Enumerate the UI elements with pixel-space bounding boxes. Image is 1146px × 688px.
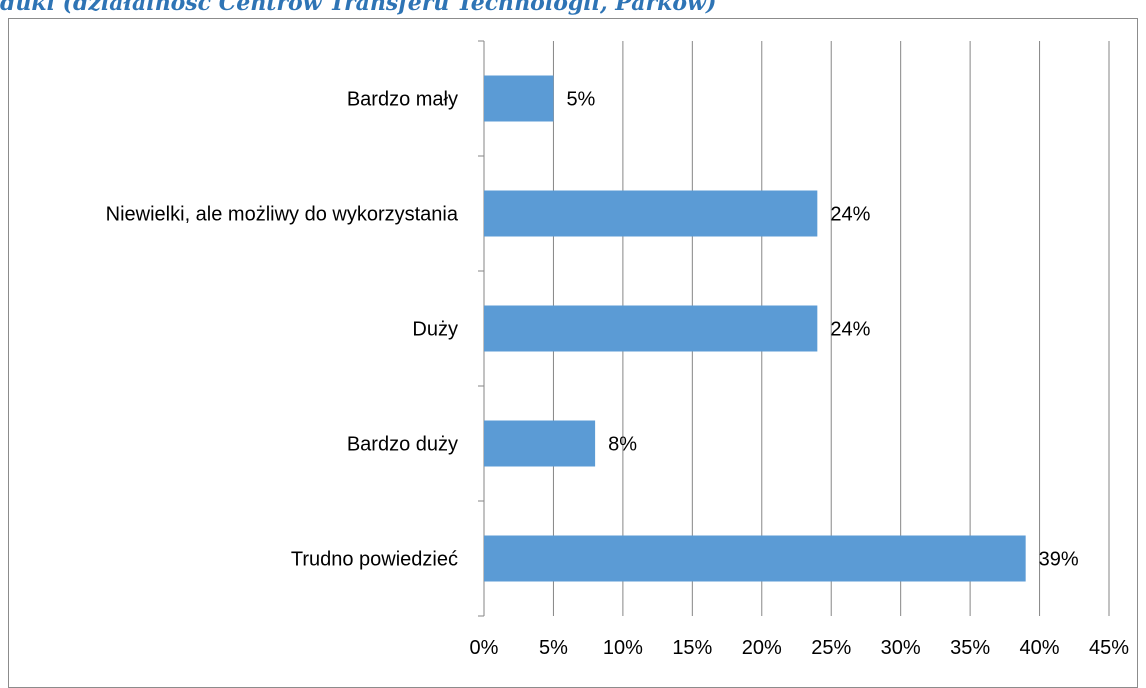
data-label: 8%: [608, 434, 637, 456]
x-tick-label: 45%: [1089, 637, 1129, 659]
x-tick-label: 20%: [742, 637, 782, 659]
bar: [484, 305, 818, 352]
x-tick-label: 10%: [603, 637, 643, 659]
bar: [484, 535, 1026, 582]
x-tick-label: 40%: [1020, 637, 1060, 659]
x-tick-label: 15%: [672, 637, 712, 659]
bar: [484, 75, 554, 122]
bar: [484, 420, 596, 467]
data-label: 39%: [1039, 549, 1079, 571]
x-tick-label: 30%: [881, 637, 921, 659]
bar: [484, 190, 818, 237]
x-tick-label: 25%: [811, 637, 851, 659]
category-label: Trudno powiedzieć: [291, 549, 458, 571]
category-label: Niewielki, ale możliwy do wykorzystania: [106, 204, 459, 226]
category-label: Bardzo mały: [347, 89, 458, 111]
x-tick-label: 5%: [539, 637, 568, 659]
page-heading-fragment: duki (działalność Centrów Transferu Tech…: [0, 0, 717, 16]
data-label: 24%: [830, 204, 870, 226]
x-tick-label: 35%: [950, 637, 990, 659]
category-label: Bardzo duży: [347, 434, 458, 456]
data-label: 24%: [830, 319, 870, 341]
category-label: Duży: [412, 319, 458, 341]
x-tick-label: 0%: [470, 637, 499, 659]
data-label: 5%: [566, 89, 595, 111]
